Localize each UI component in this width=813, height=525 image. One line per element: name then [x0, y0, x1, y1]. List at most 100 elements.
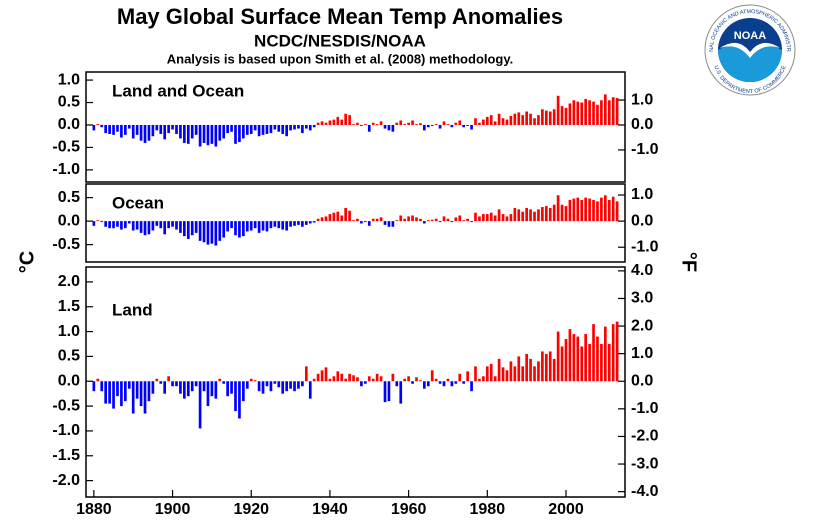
- y2-tick-label: 0.0: [631, 372, 653, 389]
- bar: [434, 124, 438, 125]
- bar: [131, 124, 135, 139]
- y-tick-label: 0.0: [58, 116, 80, 133]
- bar: [596, 201, 599, 222]
- bar: [301, 124, 304, 134]
- bar: [505, 216, 509, 222]
- bar: [509, 214, 513, 222]
- bar: [249, 124, 253, 134]
- bar: [356, 218, 359, 222]
- bar: [265, 124, 269, 134]
- bar: [253, 124, 257, 131]
- bar: [560, 204, 564, 222]
- bar: [257, 221, 261, 233]
- bar: [320, 217, 324, 222]
- bar: [395, 381, 399, 387]
- bar: [214, 381, 218, 399]
- bar: [537, 209, 540, 222]
- bar: [159, 221, 163, 229]
- bar: [100, 124, 104, 128]
- bar: [556, 331, 560, 382]
- bar: [446, 378, 450, 382]
- bar: [179, 124, 182, 139]
- x-tick-label: 1960: [391, 501, 427, 518]
- bar: [407, 122, 410, 125]
- bar: [426, 124, 430, 128]
- x-tick-label: 1880: [76, 501, 112, 518]
- bar: [615, 201, 619, 222]
- bar: [529, 209, 532, 222]
- bar: [316, 373, 320, 382]
- chart-note: Analysis is based upon Smith et al. (200…: [167, 51, 514, 66]
- bar: [135, 124, 139, 135]
- bar: [379, 376, 383, 382]
- y-tick-label: -1.0: [52, 161, 80, 178]
- y-tick-label: 0.0: [58, 212, 80, 229]
- y-tick-label: 2.0: [58, 273, 80, 290]
- bar: [596, 104, 599, 125]
- bar: [367, 376, 371, 382]
- bar: [501, 367, 505, 382]
- bar: [312, 124, 316, 128]
- bar: [600, 197, 603, 222]
- bar: [367, 221, 371, 226]
- bar: [179, 221, 182, 233]
- bar: [112, 221, 115, 229]
- bar: [485, 366, 489, 382]
- bar: [592, 101, 595, 125]
- bar: [497, 358, 501, 382]
- logo-water: [718, 45, 782, 82]
- bar: [446, 124, 450, 125]
- bar: [183, 221, 186, 237]
- logo-gull: [720, 42, 780, 58]
- bar: [603, 195, 607, 222]
- bar: [230, 381, 233, 394]
- bar: [308, 221, 312, 224]
- bar: [489, 212, 493, 222]
- y2-tick-label: 1.0: [631, 186, 653, 203]
- bar: [151, 221, 155, 231]
- bar: [194, 124, 198, 135]
- bar: [462, 381, 466, 384]
- y-axis-label: °C: [16, 251, 38, 273]
- bar: [297, 124, 300, 129]
- bar: [265, 381, 269, 387]
- bar: [198, 381, 202, 429]
- bar: [501, 118, 505, 125]
- bar: [576, 197, 580, 222]
- bar: [159, 124, 163, 134]
- bar: [391, 124, 395, 132]
- bar: [285, 381, 288, 392]
- bar: [497, 209, 501, 222]
- bar: [312, 221, 316, 223]
- bar: [588, 198, 591, 222]
- bar: [356, 122, 359, 125]
- bar: [96, 378, 100, 382]
- bar: [245, 221, 249, 232]
- bar: [336, 211, 340, 222]
- bar: [261, 124, 265, 135]
- bar: [249, 221, 253, 231]
- y2-tick-label: 0.0: [631, 116, 653, 133]
- bar: [222, 124, 226, 139]
- bar: [426, 220, 430, 222]
- bar: [450, 221, 454, 223]
- y2-tick-label: -1.0: [631, 238, 659, 255]
- bar: [116, 221, 119, 227]
- bar: [214, 221, 218, 246]
- bar: [218, 124, 222, 141]
- bar: [269, 381, 273, 392]
- bar: [336, 116, 340, 125]
- bar: [238, 221, 241, 238]
- bar: [131, 381, 135, 414]
- bar: [548, 111, 552, 125]
- bar: [360, 221, 363, 224]
- bar: [438, 381, 442, 384]
- bar: [403, 218, 407, 222]
- bar: [179, 381, 182, 394]
- bar: [458, 373, 462, 382]
- y2-tick-label: -4.0: [631, 483, 659, 500]
- bar: [281, 381, 285, 394]
- bar: [194, 381, 198, 387]
- bar: [348, 210, 351, 222]
- bar: [100, 221, 104, 223]
